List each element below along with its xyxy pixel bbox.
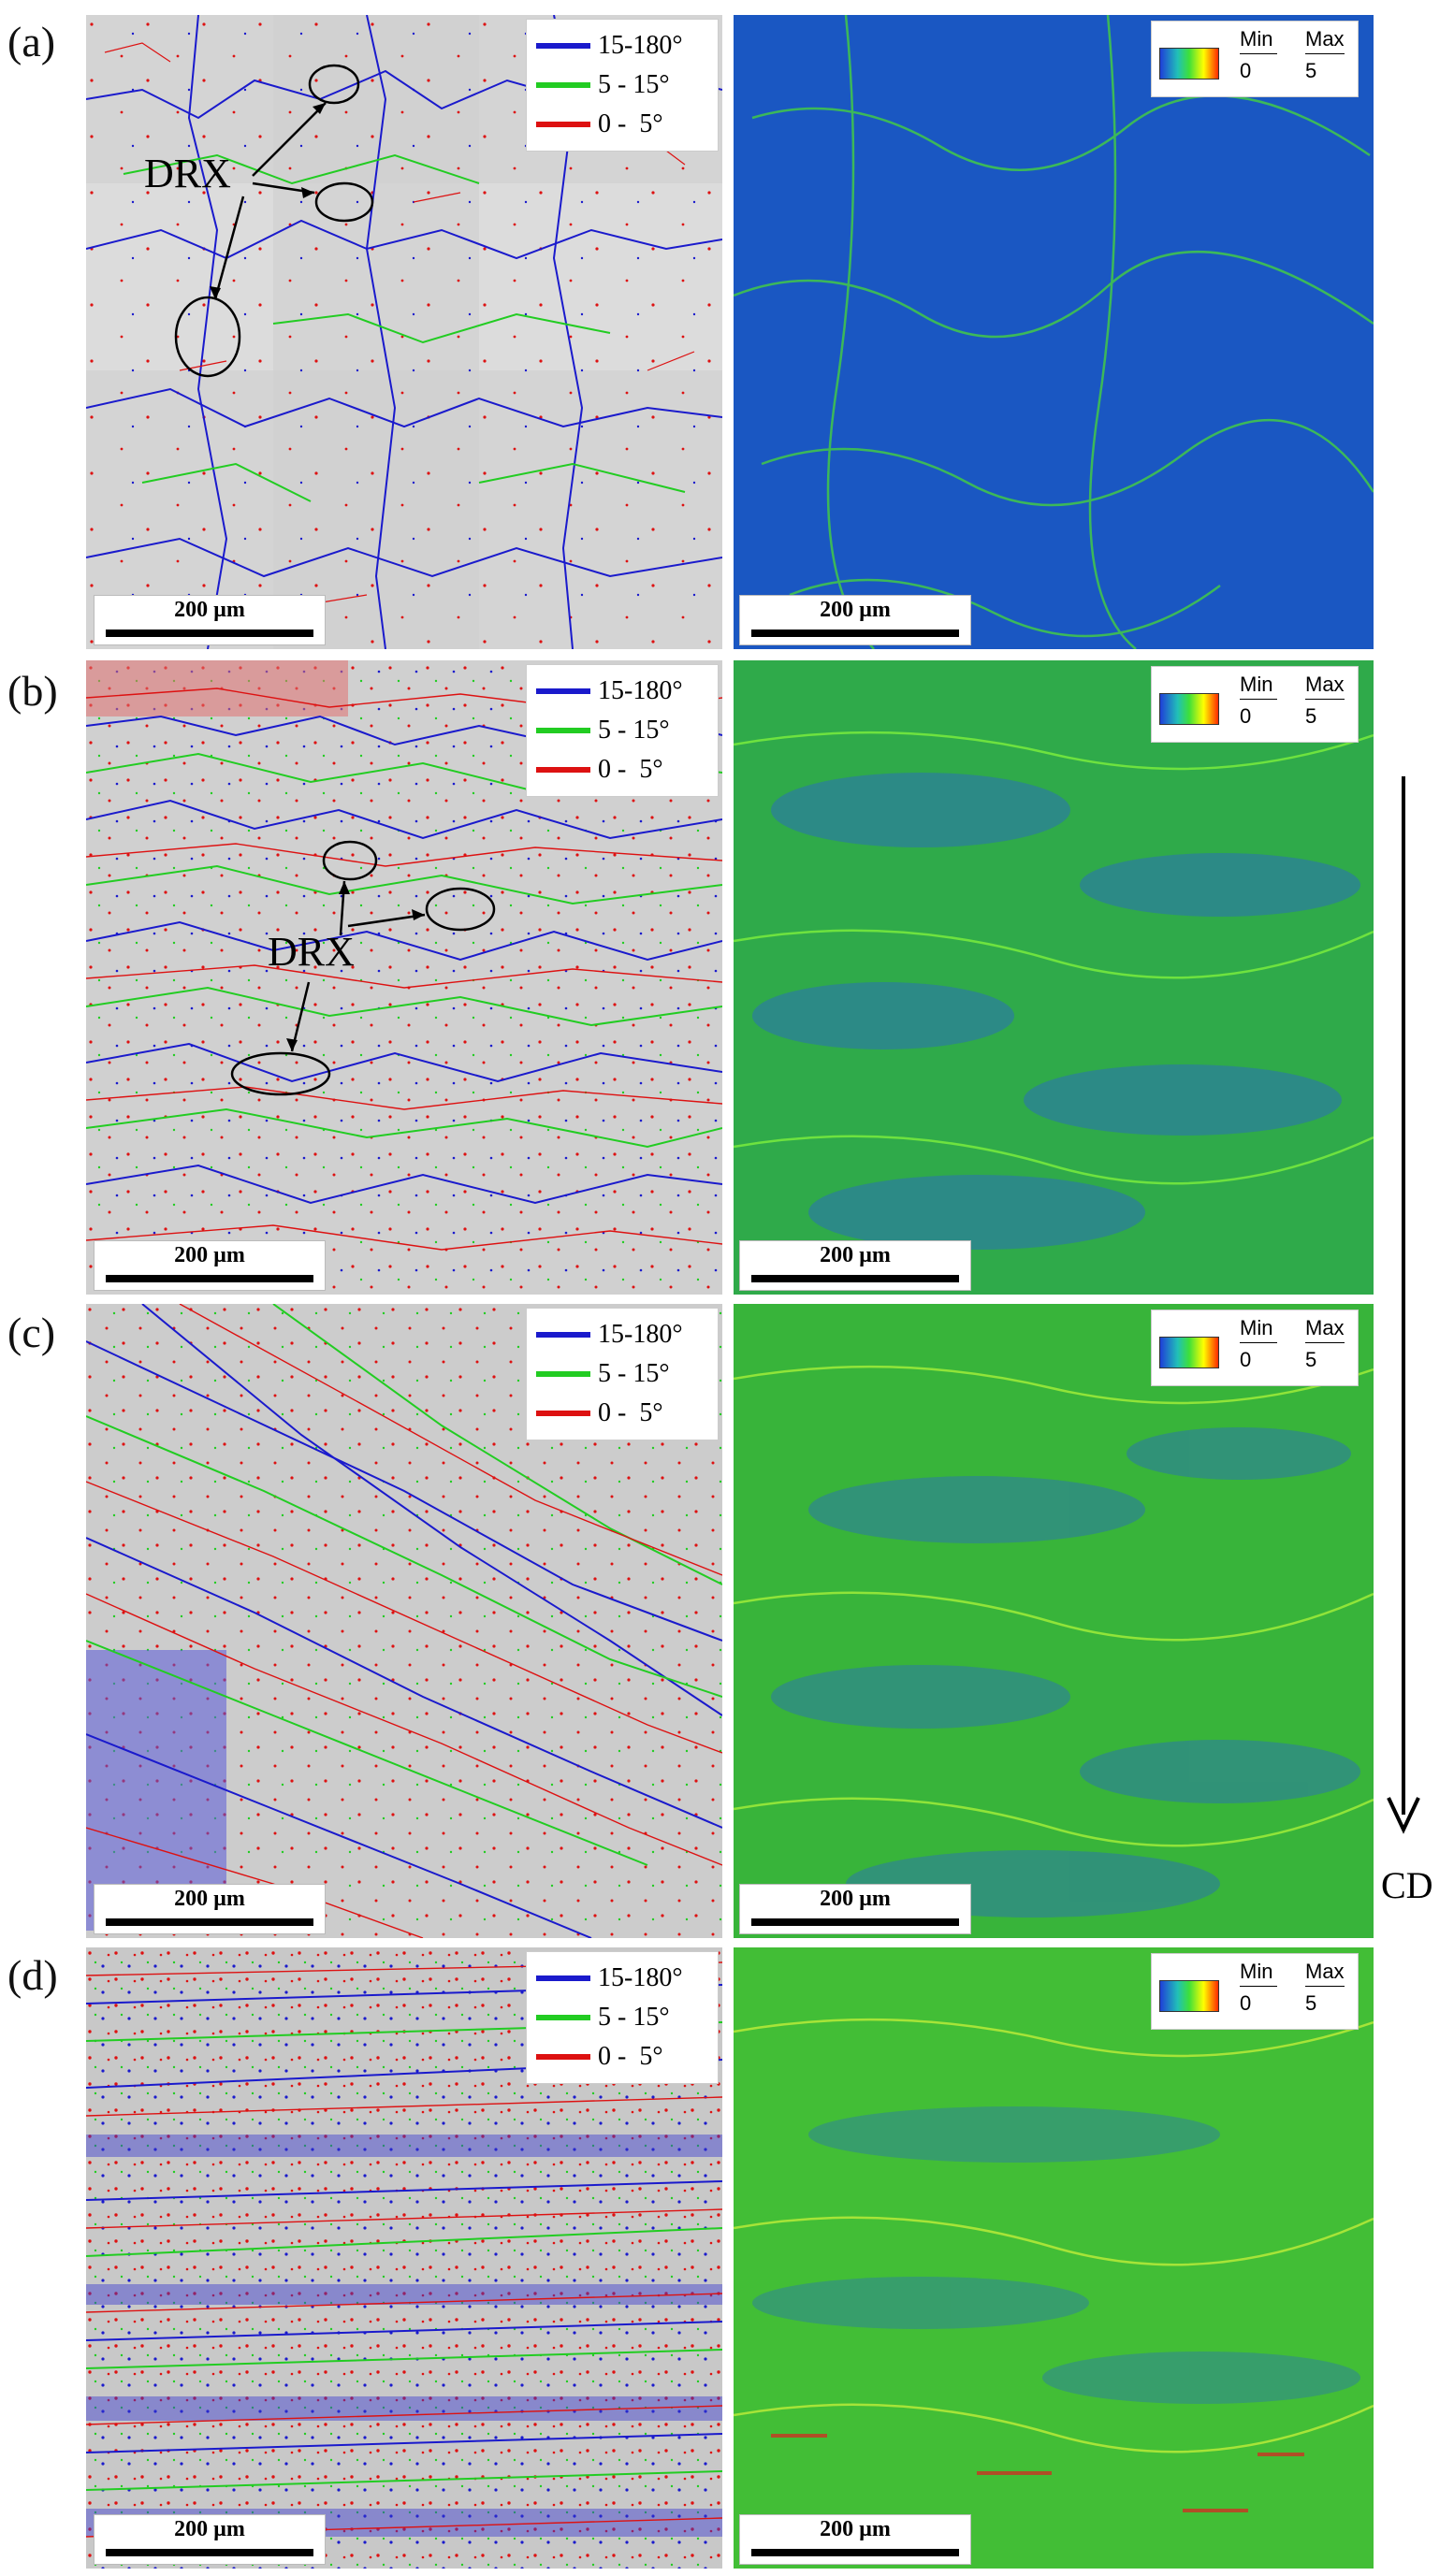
kam-min-value: 0 xyxy=(1240,1991,1252,2015)
panel-letter-a: (a) xyxy=(7,18,56,65)
scale-bar-label: 200 µm xyxy=(174,1887,245,1911)
kam-max-value: 5 xyxy=(1305,59,1317,82)
kam-min-label: Min xyxy=(1240,27,1273,51)
kam-color-gradient xyxy=(1159,1980,1219,2012)
kam-min-value: 0 xyxy=(1240,59,1252,82)
kam-max-label: Max xyxy=(1305,1960,1345,1983)
scale-bar-c-right: 200 µm xyxy=(739,1884,971,1934)
kam-color-gradient xyxy=(1159,48,1219,80)
grain-boundary-legend-c: 15-180° 5 - 15° 0 - 5° xyxy=(526,1308,719,1440)
kam-min-divider xyxy=(1240,53,1277,54)
low-angle-swatch xyxy=(536,2054,590,2060)
kam-min-divider xyxy=(1240,1342,1277,1343)
kam-max-divider xyxy=(1305,1342,1345,1343)
high-angle-label: 15-180° xyxy=(598,31,683,60)
kam-map-a xyxy=(734,15,1374,649)
high-angle-label: 15-180° xyxy=(598,1963,683,1992)
kam-legend-c: Min Max 0 5 xyxy=(1151,1310,1359,1386)
high-angle-swatch xyxy=(536,43,590,49)
kam-min-label: Min xyxy=(1240,1960,1273,1983)
low-angle-label: 0 - 5° xyxy=(598,1398,663,1427)
kam-color-gradient xyxy=(1159,693,1219,725)
scale-bar-label: 200 µm xyxy=(820,1243,891,1267)
scale-bar-line xyxy=(106,630,313,637)
high-angle-label: 15-180° xyxy=(598,1320,683,1349)
kam-min-divider xyxy=(1240,699,1277,700)
medium-angle-swatch xyxy=(536,728,590,733)
high-angle-swatch xyxy=(536,1975,590,1981)
scale-bar-line xyxy=(751,2549,959,2556)
scale-bar-label: 200 µm xyxy=(174,2517,245,2541)
scale-bar-d-right: 200 µm xyxy=(739,2514,971,2565)
scale-bar-a-right: 200 µm xyxy=(739,595,971,645)
grain-boundary-legend-d: 15-180° 5 - 15° 0 - 5° xyxy=(526,1951,719,2084)
kam-max-divider xyxy=(1305,53,1345,54)
kam-min-label: Min xyxy=(1240,1316,1273,1339)
kam-max-divider xyxy=(1305,699,1345,700)
scale-bar-line xyxy=(751,630,959,637)
low-angle-swatch xyxy=(536,1411,590,1416)
kam-max-value: 5 xyxy=(1305,704,1317,728)
kam-map-d xyxy=(734,1947,1374,2569)
scale-bar-label: 200 µm xyxy=(820,598,891,622)
scale-bar-line xyxy=(106,1918,313,1926)
kam-color-gradient xyxy=(1159,1337,1219,1368)
scale-bar-label: 200 µm xyxy=(174,598,245,622)
medium-angle-label: 5 - 15° xyxy=(598,1359,670,1388)
drx-label-b: DRX xyxy=(268,929,355,975)
scale-bar-line xyxy=(106,2549,313,2556)
low-angle-swatch xyxy=(536,767,590,773)
kam-map-b xyxy=(734,660,1374,1295)
kam-min-label: Min xyxy=(1240,673,1273,696)
cd-direction-label: CD xyxy=(1381,1864,1433,1906)
scale-bar-b-right: 200 µm xyxy=(739,1240,971,1291)
kam-min-value: 0 xyxy=(1240,704,1252,728)
medium-angle-label: 5 - 15° xyxy=(598,70,670,99)
medium-angle-label: 5 - 15° xyxy=(598,2003,670,2032)
scale-bar-label: 200 µm xyxy=(174,1243,245,1267)
kam-max-label: Max xyxy=(1305,1316,1345,1339)
scale-bar-line xyxy=(751,1918,959,1926)
high-angle-swatch xyxy=(536,688,590,694)
scale-bar-line xyxy=(751,1275,959,1282)
panel-letter-c: (c) xyxy=(7,1309,56,1356)
kam-min-divider xyxy=(1240,1986,1277,1987)
grain-boundary-legend-a: 15-180° 5 - 15° 0 - 5° xyxy=(526,19,719,152)
scale-bar-b-left: 200 µm xyxy=(94,1240,326,1291)
kam-max-divider xyxy=(1305,1986,1345,1987)
kam-legend-b: Min Max 0 5 xyxy=(1151,666,1359,743)
scale-bar-a-left: 200 µm xyxy=(94,595,326,645)
scale-bar-c-left: 200 µm xyxy=(94,1884,326,1934)
kam-legend-d: Min Max 0 5 xyxy=(1151,1953,1359,2030)
low-angle-label: 0 - 5° xyxy=(598,2042,663,2071)
panel-letter-b: (b) xyxy=(7,667,58,715)
scale-bar-line xyxy=(106,1275,313,1282)
kam-max-value: 5 xyxy=(1305,1991,1317,2015)
kam-min-value: 0 xyxy=(1240,1348,1252,1371)
scale-bar-d-left: 200 µm xyxy=(94,2514,326,2565)
medium-angle-swatch xyxy=(536,2015,590,2020)
medium-angle-label: 5 - 15° xyxy=(598,716,670,745)
kam-max-label: Max xyxy=(1305,673,1345,696)
scale-bar-label: 200 µm xyxy=(820,2517,891,2541)
grain-boundary-legend-b: 15-180° 5 - 15° 0 - 5° xyxy=(526,664,719,797)
high-angle-swatch xyxy=(536,1332,590,1338)
kam-map-c xyxy=(734,1304,1374,1938)
kam-max-value: 5 xyxy=(1305,1348,1317,1371)
kam-legend-a: Min Max 0 5 xyxy=(1151,21,1359,97)
low-angle-label: 0 - 5° xyxy=(598,109,663,138)
grain-boundary-map-d xyxy=(86,1947,722,2569)
drx-label-a: DRX xyxy=(144,151,231,196)
kam-max-label: Max xyxy=(1305,27,1345,51)
scale-bar-label: 200 µm xyxy=(820,1887,891,1911)
medium-angle-swatch xyxy=(536,82,590,88)
low-angle-swatch xyxy=(536,122,590,127)
low-angle-label: 0 - 5° xyxy=(598,755,663,784)
high-angle-label: 15-180° xyxy=(598,676,683,705)
medium-angle-swatch xyxy=(536,1371,590,1377)
panel-letter-d: (d) xyxy=(7,1951,58,1999)
